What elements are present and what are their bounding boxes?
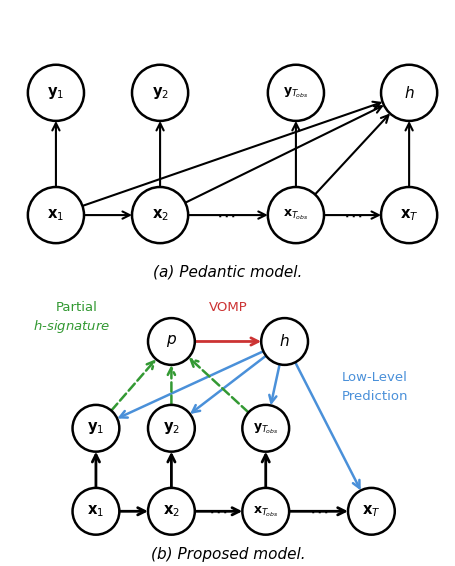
Text: $\mathbf{x}_2$: $\mathbf{x}_2$ xyxy=(162,503,179,519)
Text: $\cdots$: $\cdots$ xyxy=(216,205,235,225)
Circle shape xyxy=(72,405,119,452)
Text: (a) Pedantic model.: (a) Pedantic model. xyxy=(153,264,302,279)
Circle shape xyxy=(131,65,188,121)
Text: (b) Proposed model.: (b) Proposed model. xyxy=(150,547,305,562)
Text: $\mathbf{y}_{T_{\!{obs}}}$: $\mathbf{y}_{T_{\!{obs}}}$ xyxy=(253,421,278,436)
Text: $\mathbf{x}_{T_{\!{obs}}}$: $\mathbf{x}_{T_{\!{obs}}}$ xyxy=(283,208,308,222)
Text: $\mathbf{x}_1$: $\mathbf{x}_1$ xyxy=(87,503,104,519)
Text: $\mathbf{y}_1$: $\mathbf{y}_1$ xyxy=(47,85,65,101)
Text: Partial: Partial xyxy=(56,301,98,314)
Text: $\mathbf{y}_2$: $\mathbf{y}_2$ xyxy=(151,85,168,101)
Text: $\mathbf{y}_1$: $\mathbf{y}_1$ xyxy=(87,421,104,436)
Circle shape xyxy=(347,488,394,535)
Text: $\mathbf{y}_2$: $\mathbf{y}_2$ xyxy=(162,421,180,436)
Circle shape xyxy=(28,65,84,121)
Circle shape xyxy=(28,187,84,243)
Text: $\cdots$: $\cdots$ xyxy=(208,502,227,521)
Circle shape xyxy=(380,65,436,121)
Text: $\mathbf{x}_T$: $\mathbf{x}_T$ xyxy=(399,207,417,223)
Circle shape xyxy=(72,488,119,535)
Circle shape xyxy=(148,318,194,365)
Text: $\cdots$: $\cdots$ xyxy=(308,502,328,521)
Text: $h$: $h$ xyxy=(278,333,289,349)
Text: VOMP: VOMP xyxy=(208,301,247,314)
Text: $p$: $p$ xyxy=(166,333,177,349)
Text: $\mathbf{x}_{T_{\!{obs}}}$: $\mathbf{x}_{T_{\!{obs}}}$ xyxy=(253,504,278,518)
Text: $h$: $h$ xyxy=(403,85,414,101)
Text: $\mathbf{x}_1$: $\mathbf{x}_1$ xyxy=(47,207,64,223)
Circle shape xyxy=(242,488,288,535)
Text: $\mathbf{y}_{T_{\!{obs}}}$: $\mathbf{y}_{T_{\!{obs}}}$ xyxy=(283,85,308,100)
Circle shape xyxy=(242,405,288,452)
Text: $\mathbf{x}_2$: $\mathbf{x}_2$ xyxy=(151,207,168,223)
Circle shape xyxy=(148,405,194,452)
Text: $h$-signature: $h$-signature xyxy=(33,318,110,335)
Circle shape xyxy=(261,318,307,365)
Circle shape xyxy=(267,187,324,243)
Circle shape xyxy=(380,187,436,243)
Circle shape xyxy=(267,65,324,121)
Text: $\cdots$: $\cdots$ xyxy=(342,205,361,225)
Text: Prediction: Prediction xyxy=(341,390,408,402)
Circle shape xyxy=(148,488,194,535)
Text: Low-Level: Low-Level xyxy=(341,371,407,384)
Circle shape xyxy=(131,187,188,243)
Text: $\mathbf{x}_T$: $\mathbf{x}_T$ xyxy=(361,503,380,519)
